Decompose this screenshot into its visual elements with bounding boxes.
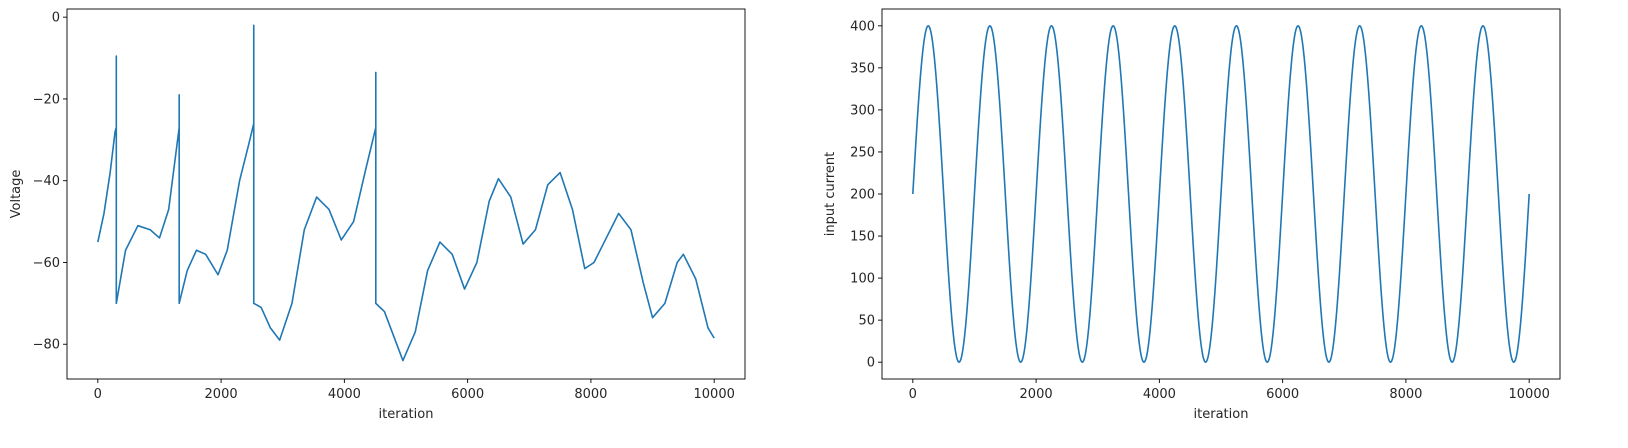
x-tick-label: 8000 <box>1389 387 1422 402</box>
y-axis-label: input current <box>823 152 838 236</box>
x-tick-label: 4000 <box>1143 387 1176 402</box>
x-tick-label: 6000 <box>451 387 484 402</box>
x-axis-label: iteration <box>1194 407 1249 422</box>
voltage-chart: 0 2000 4000 6000 8000 10000 0 −20 −40 −60 −80 itera… <box>9 8 746 422</box>
x-tick-label: 0 <box>909 387 917 402</box>
x-tick-label: 6000 <box>1266 387 1299 402</box>
axes-frame <box>66 8 746 380</box>
y-axis-label: Voltage <box>9 170 24 219</box>
x-tick-label: 10000 <box>694 387 735 402</box>
x-tick-label: 4000 <box>328 387 361 402</box>
y-tick-label: −60 <box>33 256 60 271</box>
x-axis-label: iteration <box>379 407 434 422</box>
y-tick-label: −20 <box>33 92 60 107</box>
x-tick-label: 2000 <box>1020 387 1053 402</box>
y-tick-label: 300 <box>850 103 875 118</box>
series-line <box>97 24 715 362</box>
y-tick-label: 400 <box>850 19 875 34</box>
y-tick-label: −40 <box>33 174 60 189</box>
input-current-chart: 0 2000 4000 6000 8000 10000 0 50 100 150 200 250 300… <box>823 8 1561 422</box>
y-tick-label: 0 <box>867 356 875 371</box>
y-tick-label: 150 <box>850 230 875 245</box>
y-tick-label: 250 <box>850 145 875 160</box>
x-tick-label: 2000 <box>205 387 238 402</box>
x-tick-label: 0 <box>94 387 102 402</box>
y-tick-label: 50 <box>858 314 875 329</box>
y-tick-label: 350 <box>850 61 875 76</box>
y-tick-label: 0 <box>52 11 60 26</box>
y-tick-label: 200 <box>850 188 875 203</box>
x-tick-label: 10000 <box>1509 387 1550 402</box>
y-tick-label: 100 <box>850 272 875 287</box>
x-tick-label: 8000 <box>574 387 607 402</box>
y-tick-label: −80 <box>33 338 60 353</box>
series-line <box>912 25 1530 363</box>
